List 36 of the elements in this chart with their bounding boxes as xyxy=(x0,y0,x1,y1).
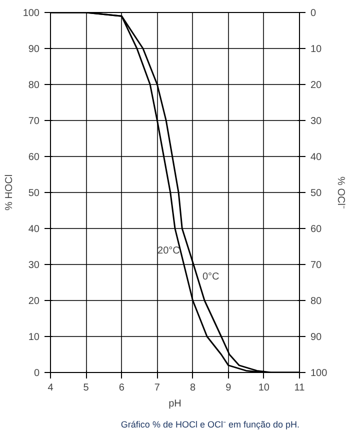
series-label: 0°C xyxy=(202,272,220,282)
y2-tick-label: 40 xyxy=(310,152,322,163)
series-label: 20°C xyxy=(158,246,180,256)
y2-tick-label: 60 xyxy=(310,224,322,235)
y-tick-label: 10 xyxy=(28,332,40,343)
y2-tick-label: 80 xyxy=(310,296,322,307)
y2-tick-label: 0 xyxy=(310,8,316,19)
y-tick-label: 40 xyxy=(28,224,40,235)
x-tick-label: 6 xyxy=(118,382,125,394)
y2-tick-label: 100 xyxy=(310,368,328,379)
x-axis-title: pH xyxy=(168,398,182,410)
x-tick-label: 8 xyxy=(190,382,196,394)
y2-tick-label: 10 xyxy=(310,44,322,55)
x-tick-label: 7 xyxy=(154,382,160,394)
y-tick-label: 100 xyxy=(22,8,40,19)
y2-tick-label: 20 xyxy=(310,80,322,91)
y2-tick-label: 70 xyxy=(310,260,322,271)
y-axis-title: % HOCl xyxy=(4,174,15,211)
x-tick-label: 5 xyxy=(83,382,90,394)
y-tick-label: 60 xyxy=(28,152,40,163)
x-tick-label: 11 xyxy=(294,382,306,394)
x-tick-label: 4 xyxy=(48,382,54,394)
y-tick-label: 90 xyxy=(28,44,40,55)
text: Gráfico % de HOCl e OCl⁻ em função do pH. xyxy=(120,420,300,430)
y-tick-label: 20 xyxy=(28,296,40,307)
y-tick-label: 0 xyxy=(34,368,40,379)
y2-tick-label: 90 xyxy=(310,332,322,343)
y2-tick-label: 30 xyxy=(310,116,322,127)
x-tick-label: 9 xyxy=(226,382,232,394)
y2-axis-title: % OCl⁻ xyxy=(335,176,346,210)
y-tick-label: 80 xyxy=(28,80,40,91)
y2-tick-label: 50 xyxy=(310,188,322,199)
y-tick-label: 50 xyxy=(28,188,40,199)
y-tick-label: 30 xyxy=(28,260,40,271)
y-tick-label: 70 xyxy=(28,116,40,127)
x-tick-label: 10 xyxy=(258,382,270,394)
